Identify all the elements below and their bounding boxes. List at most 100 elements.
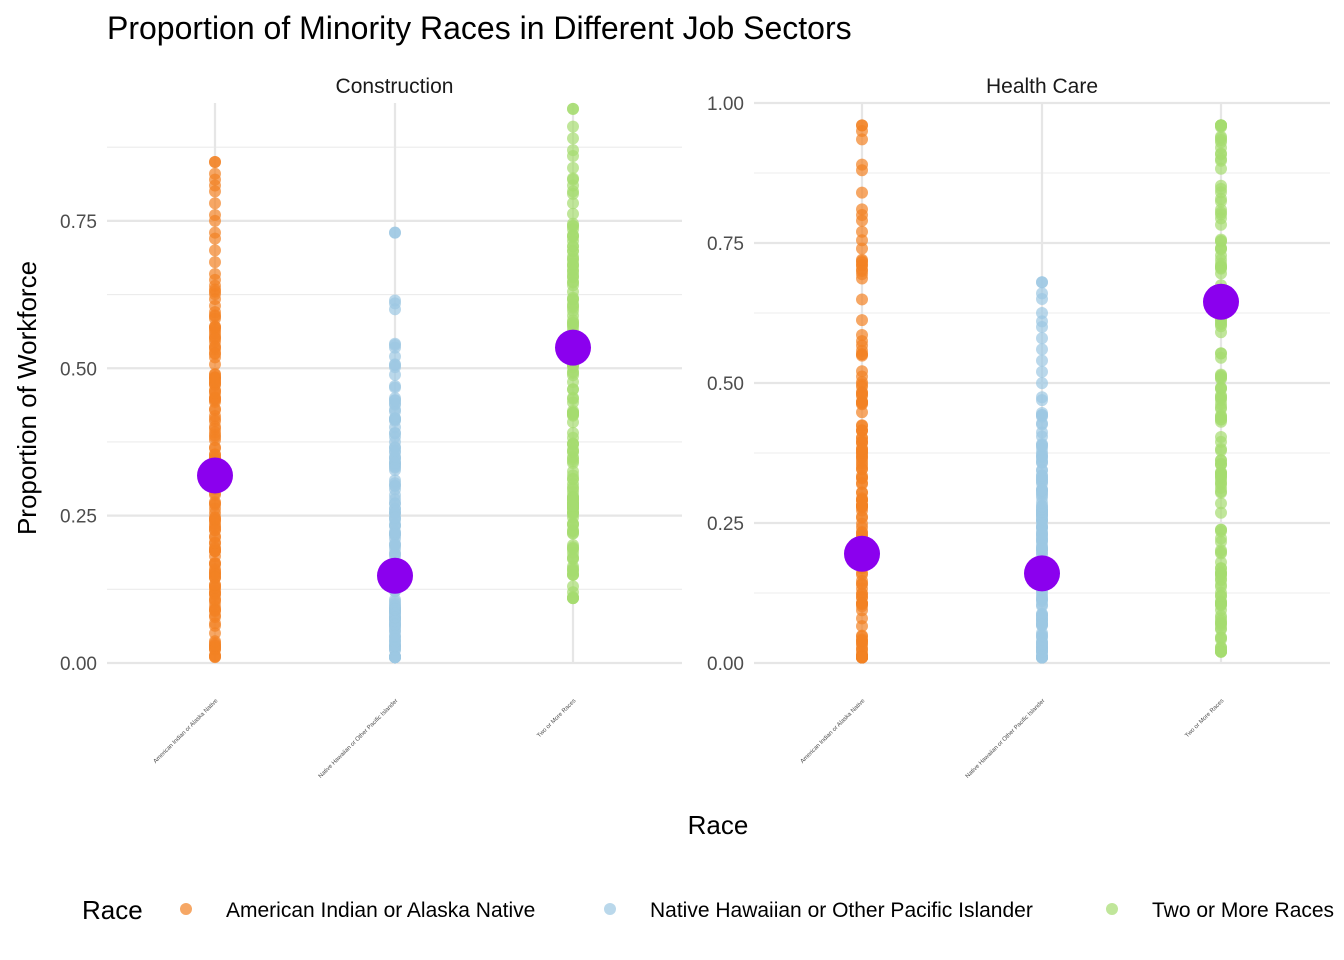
data-point [209, 273, 221, 286]
series-native-hawaiian-or-other-pacific-islander [1036, 276, 1048, 664]
data-point [1036, 629, 1048, 642]
data-point [856, 214, 868, 227]
data-point [1215, 243, 1227, 256]
data-point [389, 359, 401, 372]
legend-item-american-indian-or-alaska-native: American Indian or Alaska Native [180, 899, 535, 922]
data-point [209, 619, 221, 632]
data-point [856, 634, 868, 647]
data-point [389, 537, 401, 550]
data-point [567, 592, 579, 605]
data-point [567, 197, 579, 210]
legend-key [1106, 903, 1118, 915]
data-point [856, 133, 868, 146]
data-point [1036, 483, 1048, 496]
data-point [209, 197, 221, 210]
data-point [1215, 615, 1227, 627]
data-point [856, 164, 868, 177]
series-american-indian-or-alaska-native [209, 155, 221, 664]
data-point [856, 328, 868, 341]
data-point [209, 403, 221, 416]
data-point [567, 219, 579, 232]
data-point [856, 253, 868, 266]
data-point [567, 375, 579, 388]
data-point [209, 387, 221, 400]
data-point [856, 620, 868, 633]
data-point [1215, 589, 1227, 602]
data-point [1215, 253, 1227, 266]
data-point [389, 511, 401, 524]
y-tick-label: 1.00 [707, 94, 744, 115]
data-point [389, 226, 401, 239]
data-point [1036, 409, 1048, 422]
data-point [567, 539, 579, 552]
data-point [1215, 369, 1227, 382]
data-point [389, 403, 401, 416]
data-point [1215, 141, 1227, 154]
data-point [1215, 233, 1227, 246]
data-point [1215, 347, 1227, 360]
data-point [389, 341, 401, 354]
data-point [1036, 307, 1048, 319]
mean-point [1203, 283, 1239, 320]
data-point [209, 536, 221, 549]
y-tick-label: 0.00 [60, 654, 97, 675]
data-point [1036, 276, 1048, 289]
data-point [209, 375, 221, 388]
data-point [1215, 393, 1227, 406]
data-point [856, 396, 868, 409]
data-point [856, 265, 868, 277]
data-point [1215, 523, 1227, 536]
data-point [389, 350, 401, 363]
data-point [209, 335, 221, 348]
data-point [389, 474, 401, 487]
data-point [389, 412, 401, 425]
data-point [856, 314, 868, 327]
data-point [567, 257, 579, 270]
data-point [1036, 543, 1048, 556]
data-point [856, 463, 868, 476]
data-point [856, 242, 868, 255]
mean-point [197, 457, 233, 494]
mean-point [377, 557, 413, 594]
data-point [1215, 556, 1227, 569]
panel-construction: Construction 0.00 0.25 0.50 0.75 American Ind… [60, 75, 682, 780]
data-point [567, 120, 579, 133]
y-tick-label: 0.50 [707, 374, 744, 395]
data-point [567, 317, 579, 330]
data-point [1215, 212, 1227, 225]
data-point [1215, 573, 1227, 585]
data-point [567, 427, 579, 440]
data-point [856, 486, 868, 499]
data-point [856, 597, 868, 610]
x-tick-label: Native Hawaiian or Other Pacific Islande… [318, 698, 400, 780]
data-point [1215, 544, 1227, 557]
data-point [209, 244, 221, 257]
series-two-or-more-races [1215, 119, 1227, 658]
data-point [209, 155, 221, 168]
data-point [1036, 618, 1048, 631]
data-point [1215, 326, 1227, 339]
mean-point [555, 329, 591, 366]
data-point [856, 517, 868, 530]
data-point [389, 634, 401, 647]
data-point [209, 214, 221, 227]
data-point [389, 379, 401, 392]
data-point [1036, 418, 1048, 431]
data-point [1036, 377, 1048, 390]
data-point [567, 229, 579, 242]
data-point [856, 386, 868, 399]
data-point [1215, 457, 1227, 470]
data-point [389, 435, 401, 448]
legend: Race American Indian or Alaska Native Nat… [82, 895, 1334, 925]
data-point [856, 186, 868, 199]
data-point [1036, 293, 1048, 305]
data-point [1036, 332, 1048, 345]
data-point [389, 394, 401, 407]
y-tick-label: 0.25 [707, 514, 744, 535]
data-point [567, 132, 579, 145]
data-point [567, 524, 579, 537]
x-tick-label: American Indian or Alaska Native [153, 698, 220, 765]
data-point [1215, 430, 1227, 443]
data-point [389, 603, 401, 616]
